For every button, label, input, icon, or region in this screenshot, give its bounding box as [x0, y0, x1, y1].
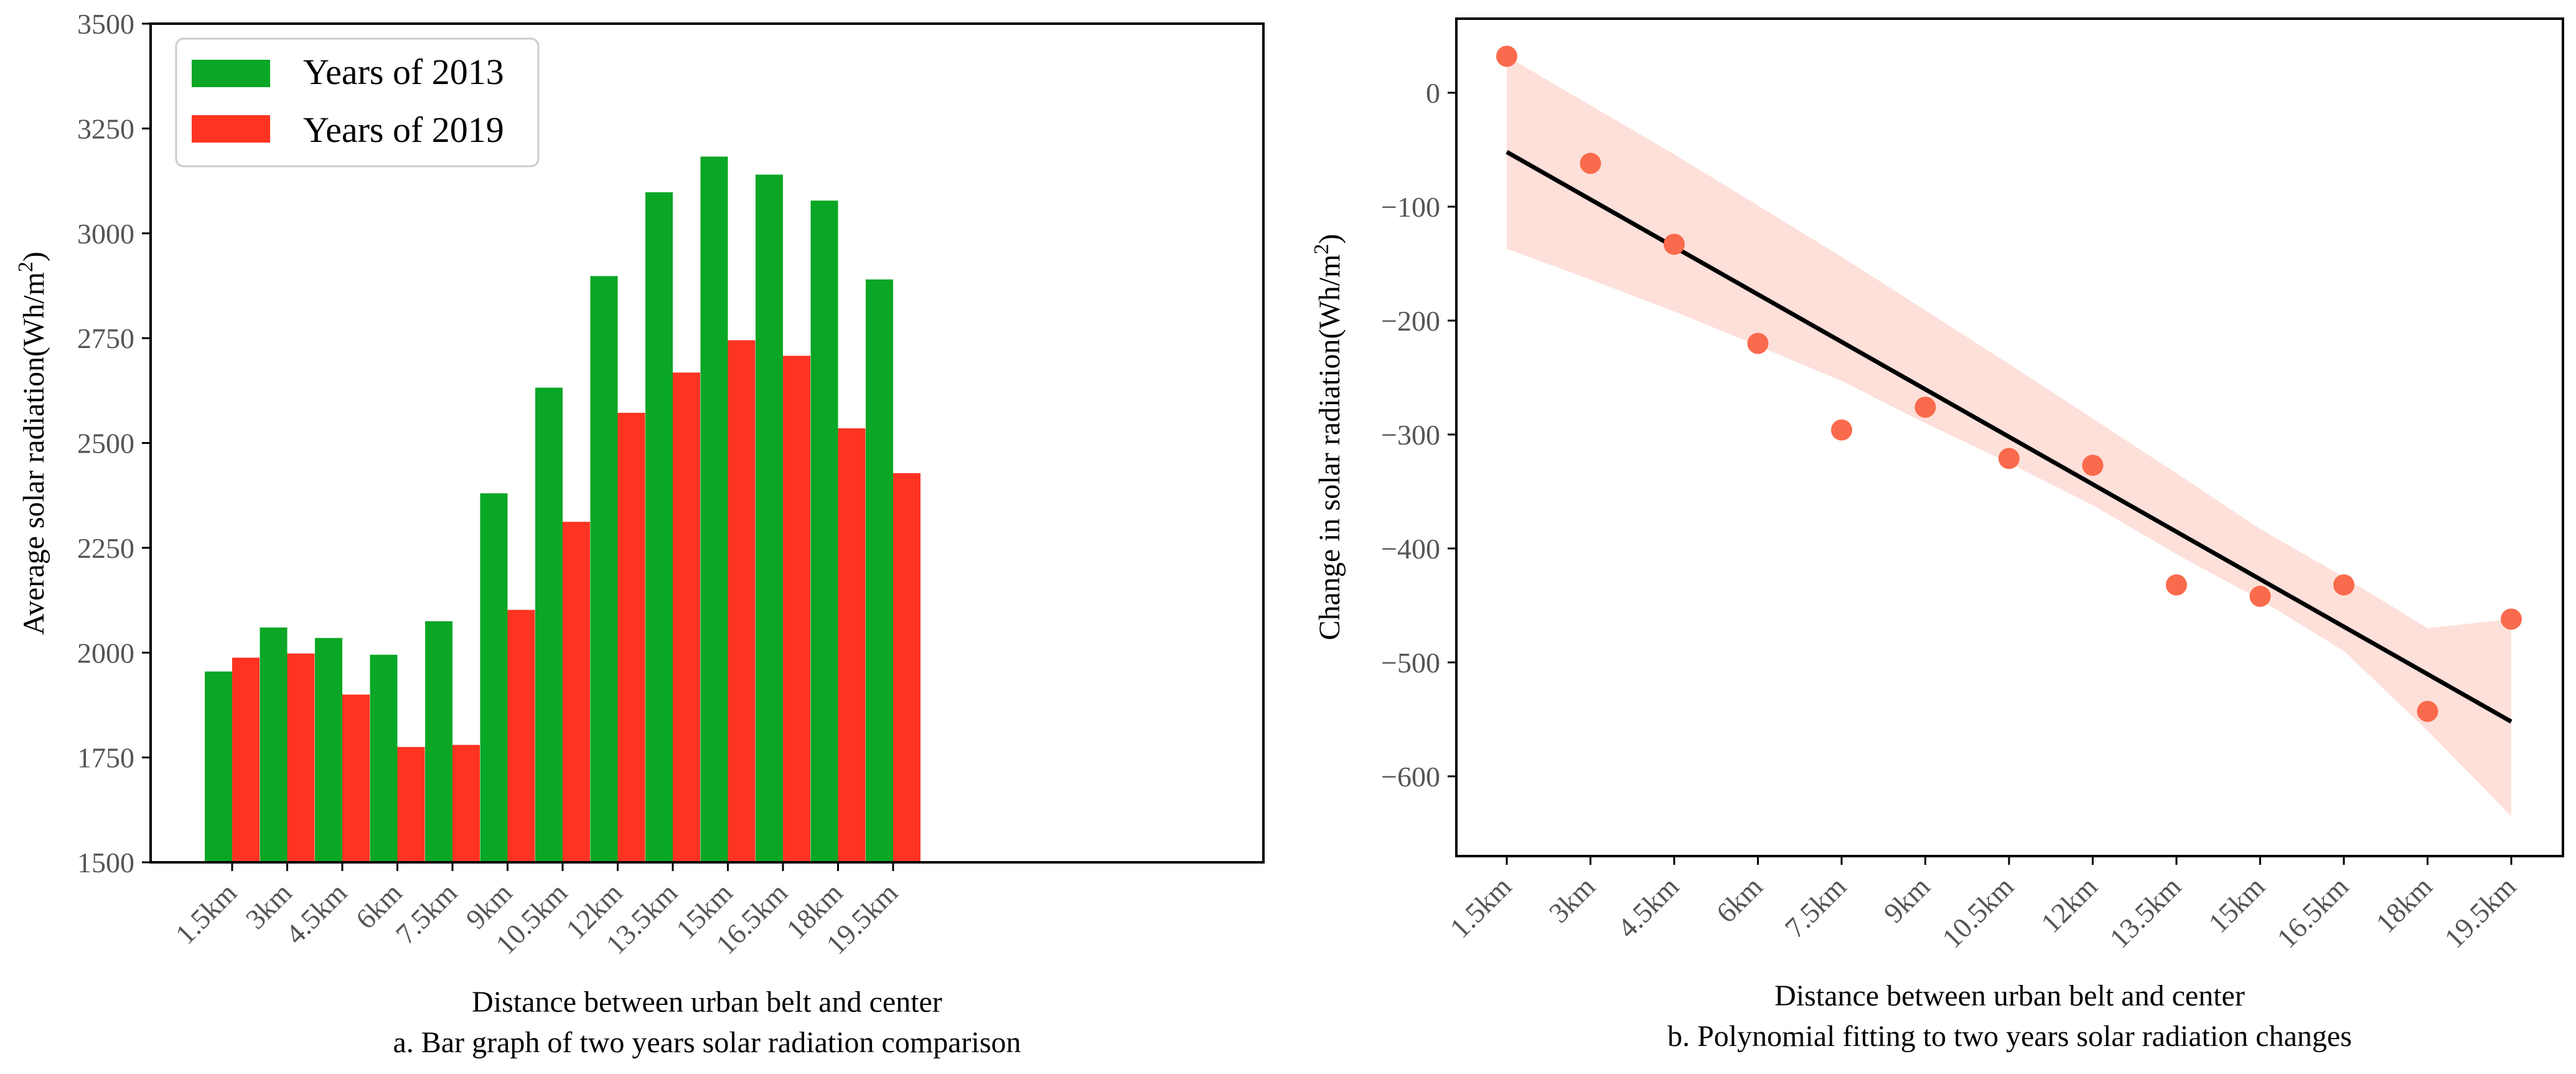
a-bar-2013-19.5km [866, 279, 893, 863]
a-x-tick-label: 7.5km [390, 877, 463, 950]
a-bar-2019-18km [838, 428, 866, 862]
a-bar-2019-7.5km [452, 745, 480, 862]
b-point-3km [1580, 153, 1601, 174]
b-y-tick-label: −200 [1381, 305, 1440, 337]
a-bar-2019-6km [397, 747, 425, 862]
b-y-ticks-group: 0 −100 −200 −300 −400 −500 −600 [1381, 77, 1456, 793]
b-x-tick-label: 13.5km [2104, 870, 2188, 954]
a-y-tick-label: 1750 [77, 742, 134, 774]
a-bar-2013-18km [810, 200, 838, 862]
panel-a-bar-chart: 1500 1750 2000 2250 2500 2750 3000 3250 3500 1.5… [14, 8, 1265, 1059]
a-bar-2013-1.5km [205, 671, 232, 862]
a-y-tick-label: 2500 [77, 428, 134, 459]
b-point-13.5km [2166, 574, 2187, 596]
b-point-15km [2249, 585, 2271, 607]
a-y-tick-label: 2750 [77, 323, 134, 354]
b-y-tick-label: −100 [1381, 191, 1440, 223]
a-legend: Years of 2013 Years of 2019 [175, 37, 540, 167]
a-legend-label-2013: Years of 2013 [303, 52, 504, 92]
a-bar-2019-4.5km [342, 694, 370, 862]
a-legend-swatch-2013 [192, 60, 270, 87]
a-y-tick-label: 3000 [77, 218, 134, 250]
a-bar-2013-4.5km [315, 638, 342, 862]
a-bar-2019-15km [728, 340, 756, 862]
a-bars-group [205, 156, 920, 863]
b-y-tick-label: −300 [1381, 419, 1440, 451]
a-bar-2013-16.5km [756, 174, 783, 863]
a-y-tick-label: 3250 [77, 113, 134, 144]
a-y-tick-label: 2250 [77, 532, 134, 564]
a-legend-swatch-2019 [192, 115, 270, 143]
b-x-axis-label: Distance between urban belt and center [1774, 979, 2245, 1012]
a-legend-label-2019: Years of 2019 [303, 110, 504, 150]
b-point-16.5km [2333, 574, 2354, 596]
a-bar-2013-6km [370, 654, 398, 862]
a-bar-2019-16.5km [783, 356, 810, 862]
a-bar-2019-10.5km [563, 522, 590, 862]
b-y-tick-label: −600 [1381, 761, 1440, 793]
b-x-tick-label: 16.5km [2271, 870, 2355, 954]
a-bar-2013-3km [260, 627, 288, 862]
a-x-ticks-group: 1.5km3km4.5km6km7.5km9km10.5km12km13.5km… [169, 862, 904, 961]
b-y-axis-label: Change in solar radiation(Wh/m2) [1310, 234, 1346, 641]
a-y-tick-label: 1500 [77, 847, 134, 879]
a-bar-2019-1.5km [232, 657, 260, 862]
b-x-tick-label: 18km [2369, 870, 2438, 939]
a-bar-2013-13.5km [645, 192, 673, 862]
a-bar-2013-7.5km [425, 621, 452, 862]
a-y-tick-label: 2000 [77, 637, 134, 669]
a-bar-2019-19.5km [893, 473, 920, 862]
b-x-tick-label: 12km [2035, 870, 2103, 939]
a-x-tick-label: 1.5km [169, 877, 243, 950]
b-fit-line [1506, 150, 2513, 724]
a-bar-2019-13.5km [673, 372, 700, 862]
b-y-tick-label: −500 [1381, 647, 1440, 679]
b-x-tick-label: 10.5km [1936, 870, 2020, 954]
a-bar-2013-9km [480, 493, 508, 862]
a-x-tick-label: 4.5km [279, 877, 353, 950]
a-bar-2019-9km [507, 610, 535, 862]
b-point-19.5km [2501, 608, 2522, 630]
b-point-18km [2417, 700, 2438, 722]
b-point-4.5km [1664, 233, 1685, 255]
a-bar-2019-3km [287, 653, 315, 862]
panel-b-scatter-fit: 0 −100 −200 −300 −400 −500 −600 1.5km 3km 4.5km 6… [1310, 17, 2564, 1053]
a-y-tick-label: 3500 [77, 8, 134, 40]
b-x-tick-label: 9km [1878, 870, 1936, 929]
b-y-tick-label: 0 [1426, 77, 1440, 109]
b-y-tick-label: −400 [1381, 533, 1440, 565]
b-x-tick-label: 1.5km [1444, 870, 1517, 944]
a-y-axis-label: Average solar radiation(Wh/m2) [14, 252, 50, 635]
b-x-tick-label: 4.5km [1611, 870, 1685, 944]
b-caption: b. Polynomial fitting to two years solar… [1667, 1020, 2352, 1053]
b-points-group [1496, 45, 2522, 722]
b-point-6km [1747, 332, 1769, 354]
a-bar-2013-15km [700, 156, 728, 862]
b-x-tick-label: 3km [1543, 870, 1601, 929]
b-x-tick-label: 19.5km [2438, 870, 2522, 954]
b-point-7.5km [1831, 419, 1852, 441]
b-point-10.5km [1998, 448, 2020, 469]
a-bar-2013-10.5km [535, 387, 563, 862]
b-x-tick-label: 7.5km [1779, 870, 1852, 944]
b-x-ticks-group: 1.5km 3km 4.5km 6km 7.5km 9km 10.5km 12km 13.5km… [1444, 856, 2522, 954]
a-bar-2013-12km [590, 276, 618, 862]
b-point-12km [2082, 455, 2104, 476]
b-point-1.5km [1496, 45, 1517, 67]
a-bar-2019-12km [617, 413, 645, 862]
a-caption: a. Bar graph of two years solar radiatio… [393, 1026, 1021, 1059]
b-x-tick-label: 15km [2202, 870, 2270, 939]
a-x-axis-label: Distance between urban belt and center [472, 986, 942, 1019]
a-y-ticks-group: 1500 1750 2000 2250 2500 2750 3000 3250 3500 [77, 8, 151, 879]
b-x-tick-label: 6km [1710, 870, 1769, 929]
b-point-9km [1914, 397, 1936, 418]
